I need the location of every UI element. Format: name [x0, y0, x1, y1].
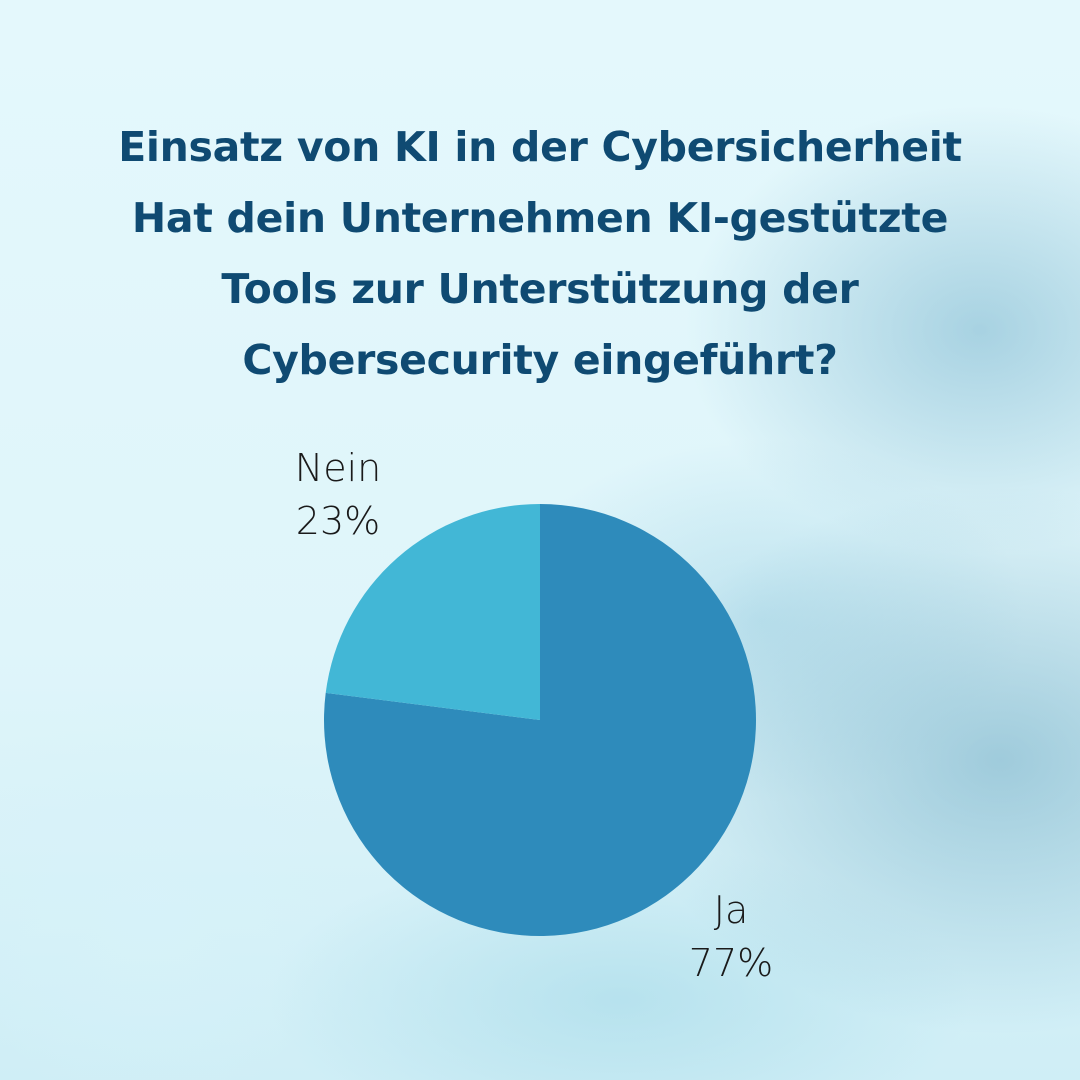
slice-label-ja: Ja: [714, 888, 749, 932]
pie-slices: [323, 504, 756, 936]
chart-subtitle-line: Tools zur Unterstützung der: [221, 265, 859, 313]
chart-subtitle-line: Cybersecurity eingeführt?: [242, 336, 838, 384]
chart-title: Einsatz von KI in der Cybersicherheit Ha…: [40, 112, 1040, 396]
slice-value-ja: 77%: [689, 941, 773, 985]
slice-label-nein: Nein: [295, 446, 381, 490]
chart-subtitle-line: Hat dein Unternehmen KI-gestützte: [131, 194, 949, 242]
pie-slice-nein: [325, 504, 540, 720]
slice-value-nein: 23%: [296, 499, 380, 543]
chart-title-line: Einsatz von KI in der Cybersicherheit: [118, 123, 962, 171]
